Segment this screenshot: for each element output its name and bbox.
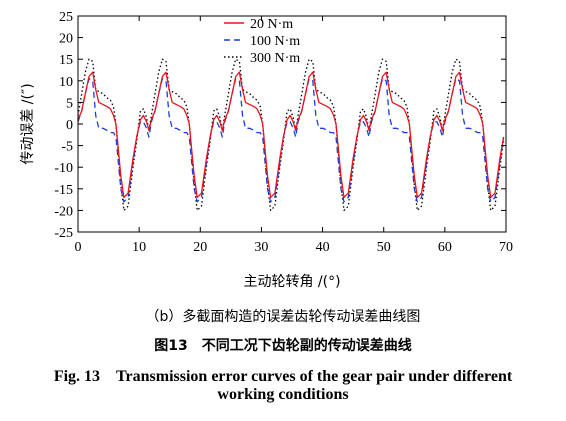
y-axis-title: 传动误差 /(″) [20,83,36,164]
y-tick-label-0: 25 [59,10,73,25]
x-tick-label-7: 70 [499,240,513,255]
series-line-1 [77,77,505,203]
legend-label-1: 100 N·m [250,34,300,49]
series-line-2 [77,58,505,212]
series-layer [77,58,505,212]
x-tick-label-0: 0 [75,240,82,255]
y-tick-label-10: -25 [54,226,73,241]
y-tick-label-5: 0 [66,118,73,133]
y-tick-label-2: 15 [59,53,73,68]
axis-labels: 主动轮转角 /(°) 传动误差 /(″) [20,83,341,290]
y-tick-label-9: -20 [54,204,73,219]
x-tick-label-1: 10 [132,240,146,255]
y-tick-label-4: 5 [66,96,73,111]
figure-title-english-line1: Fig. 13 Transmission error curves of the… [53,368,513,385]
figure-title-chinese: 图13 不同工况下齿轮副的传动误差曲线 [154,338,412,354]
legend-label-0: 20 N·m [250,17,293,32]
x-tick-label-5: 50 [377,240,391,255]
x-tick-label-6: 60 [438,240,452,255]
x-tick-label-2: 20 [193,240,207,255]
x-tick-label-3: 30 [254,240,268,255]
x-axis-title: 主动轮转角 /(°) [243,274,340,290]
legend-label-2: 300 N·m [250,51,300,66]
legend: 20 N·m 100 N·m 300 N·m [224,17,300,66]
y-tick-label-3: 10 [59,75,73,90]
x-tick-label-4: 40 [316,240,330,255]
transmission-error-chart: 0 10 20 30 40 50 60 702520151050-5-10-15-20-25 … [20,10,513,290]
subfigure-caption: （b）多截面构造的误差齿轮传动误差曲线图 [145,309,421,325]
y-axis-title-group: 传动误差 /(″) [20,83,36,164]
y-tick-label-8: -15 [54,183,73,198]
figure-title-english-line2: working conditions [217,386,349,403]
series-line-0 [77,71,505,199]
y-tick-label-6: -5 [61,140,73,155]
chart-area: 0 10 20 30 40 50 60 70 25 20 15 10 5 0 -5 -10 -15 -20 -25 … [20,10,513,290]
y-tick-label-1: 20 [59,32,73,47]
y-tick-label-7: -10 [54,161,73,176]
